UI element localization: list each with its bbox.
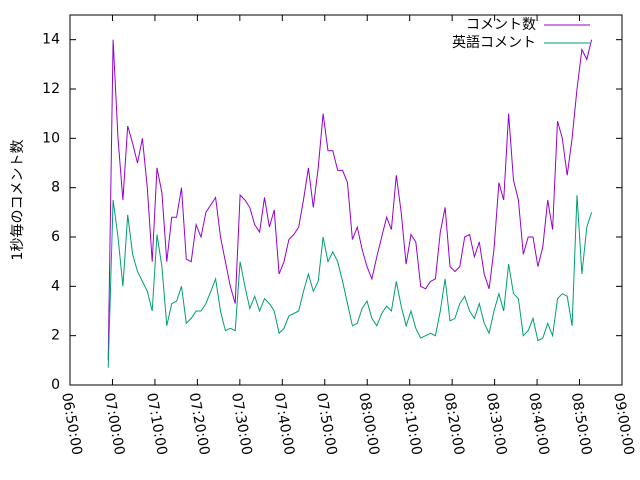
x-tick-label: 06:50:00 bbox=[58, 392, 85, 457]
x-tick-label: 07:00:00 bbox=[101, 392, 128, 457]
legend-label: 英語コメント bbox=[452, 34, 536, 51]
x-tick-label: 07:30:00 bbox=[228, 392, 255, 457]
x-tick-label: 08:30:00 bbox=[483, 392, 510, 457]
series-line bbox=[107, 39, 593, 361]
x-tick-label: 07:50:00 bbox=[313, 392, 340, 457]
y-tick-label: 4 bbox=[51, 278, 60, 294]
x-tick-label: 07:20:00 bbox=[186, 392, 213, 457]
x-tick-label: 09:00:00 bbox=[610, 392, 637, 457]
y-axis-label: 1秒毎のコメント数 bbox=[10, 140, 26, 261]
plot-frame bbox=[69, 14, 623, 386]
y-tick-label: 8 bbox=[51, 180, 60, 196]
x-tick-label: 08:00:00 bbox=[355, 392, 382, 457]
x-tick-label: 08:20:00 bbox=[440, 392, 467, 457]
y-tick-label: 0 bbox=[51, 377, 60, 393]
y-tick-label: 14 bbox=[42, 32, 60, 48]
legend-label: コメント数 bbox=[466, 17, 536, 33]
y-tick-label: 6 bbox=[51, 229, 60, 245]
x-tick-label: 08:40:00 bbox=[525, 392, 552, 457]
y-tick-label: 2 bbox=[51, 328, 60, 344]
y-tick-label: 10 bbox=[42, 130, 60, 146]
x-tick-label: 08:10:00 bbox=[398, 392, 425, 457]
x-tick-label: 07:10:00 bbox=[143, 392, 170, 457]
y-tick-label: 12 bbox=[42, 81, 60, 97]
x-tick-label: 07:40:00 bbox=[270, 392, 297, 457]
x-tick-label: 08:50:00 bbox=[568, 392, 595, 457]
series-line bbox=[107, 195, 593, 368]
